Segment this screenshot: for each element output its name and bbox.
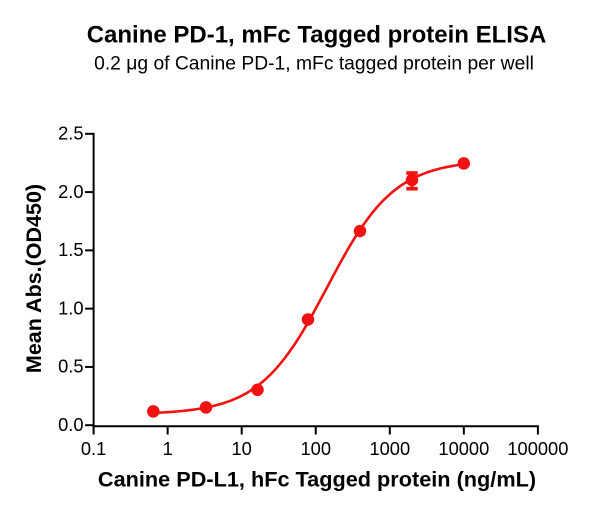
svg-text:1: 1 bbox=[163, 438, 173, 459]
svg-text:Canine PD-1, mFc Tagged protei: Canine PD-1, mFc Tagged protein ELISA bbox=[87, 21, 547, 48]
svg-text:10: 10 bbox=[232, 438, 252, 459]
svg-text:100: 100 bbox=[300, 438, 331, 459]
svg-text:0.1: 0.1 bbox=[81, 438, 106, 459]
svg-text:10000: 10000 bbox=[438, 438, 489, 459]
svg-text:2.0: 2.0 bbox=[58, 181, 83, 202]
svg-text:100000: 100000 bbox=[507, 438, 568, 459]
svg-text:0.2 μg of Canine PD-1, mFc tag: 0.2 μg of Canine PD-1, mFc tagged protei… bbox=[94, 54, 534, 75]
svg-text:1000: 1000 bbox=[369, 438, 410, 459]
svg-text:Mean Abs.(OD450): Mean Abs.(OD450) bbox=[22, 184, 46, 373]
svg-text:Canine PD-L1, hFc Tagged prote: Canine PD-L1, hFc Tagged protein (ng/mL) bbox=[98, 466, 536, 491]
svg-text:0.5: 0.5 bbox=[58, 356, 83, 377]
svg-text:1.0: 1.0 bbox=[58, 297, 83, 318]
svg-text:1.5: 1.5 bbox=[58, 239, 83, 260]
svg-text:0.0: 0.0 bbox=[58, 414, 83, 435]
svg-text:2.5: 2.5 bbox=[58, 123, 83, 144]
